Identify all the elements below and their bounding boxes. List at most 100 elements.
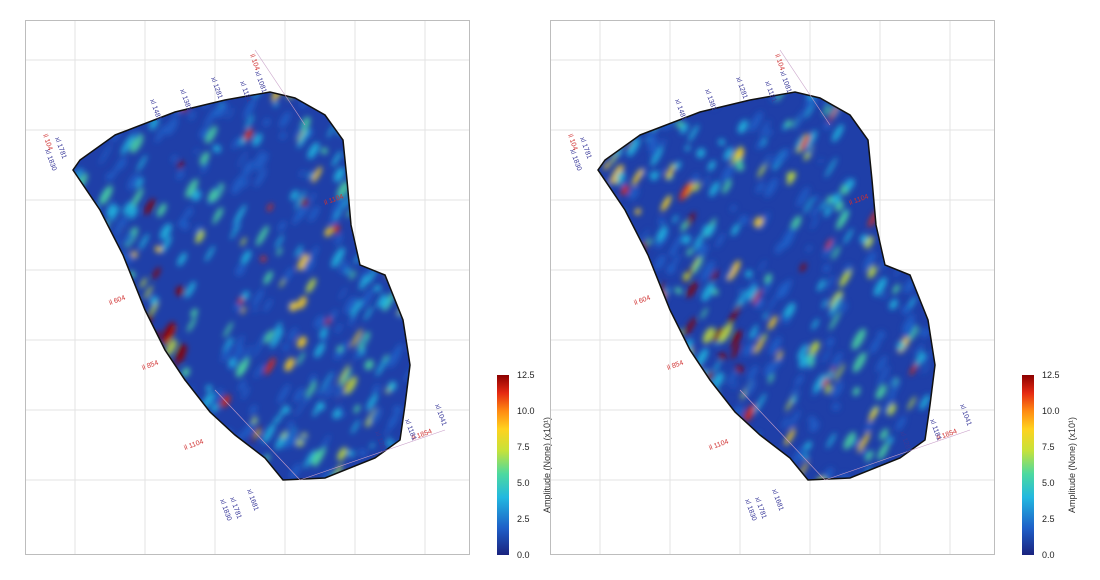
amplitude-patch (663, 95, 670, 104)
amplitude-patch (927, 243, 935, 256)
amplitude-patch (739, 215, 749, 226)
amplitude-patch (764, 460, 778, 480)
amplitude-patch (780, 148, 790, 161)
amplitude-patch (867, 265, 877, 279)
amplitude-patch (306, 381, 317, 398)
amplitude-patch (921, 143, 934, 164)
amplitude-patch (907, 173, 918, 191)
amplitude-patch (154, 412, 162, 420)
amplitude-patch (684, 317, 697, 336)
amplitude-patch (767, 315, 778, 330)
amplitude-patch (878, 128, 885, 137)
colorbar-title: Amplitude (None) (x10¹) (1067, 416, 1077, 514)
amplitude-patch (96, 299, 105, 309)
amplitude-patch (125, 286, 133, 295)
amplitude-patch (616, 171, 626, 182)
amplitude-patch (144, 285, 153, 300)
amplitude-patch (901, 304, 911, 315)
amplitude-patch (796, 136, 805, 149)
amplitude-patch (60, 237, 73, 251)
amplitude-patch (77, 241, 88, 257)
amplitude-patch (350, 328, 363, 348)
amplitude-patch (335, 323, 343, 334)
amplitude-patch (853, 94, 861, 105)
amplitude-patch (604, 110, 611, 119)
colorbar-gradient (497, 375, 509, 555)
amplitude-patch (718, 352, 727, 360)
amplitude-patch (294, 401, 305, 418)
amplitude-patch (205, 125, 218, 144)
amplitude-patch (700, 260, 715, 282)
amplitude-patch (922, 363, 930, 375)
amplitude-patch (762, 278, 773, 295)
amplitude-patch (781, 416, 790, 429)
amplitude-patch (767, 292, 779, 312)
amplitude-patch (908, 297, 916, 309)
amplitude-patch (185, 465, 194, 479)
amplitude-patch (329, 309, 338, 321)
xl-label: xl 1681 (245, 488, 259, 512)
amplitude-patch (731, 380, 738, 390)
amplitude-patch (299, 169, 306, 178)
amplitude-patch (617, 412, 624, 420)
amplitude-patch (879, 428, 889, 441)
amplitude-patch (875, 355, 888, 373)
amplitude-patch (181, 367, 190, 378)
amplitude-patch (627, 235, 636, 248)
amplitude-patch (601, 92, 613, 108)
amplitude-patch (73, 458, 84, 477)
amplitude-patch (688, 124, 699, 142)
amplitude-patch (820, 200, 827, 211)
amplitude-patch (212, 218, 217, 225)
amplitude-patch (233, 345, 244, 360)
amplitude-patch (843, 228, 854, 244)
amplitude-patch (913, 208, 923, 221)
amplitude-patch (825, 238, 833, 250)
amplitude-patch (132, 399, 142, 413)
amplitude-patch (211, 403, 219, 413)
amplitude-patch (226, 107, 234, 120)
amplitude-patch (374, 284, 382, 292)
amplitude-patch (844, 263, 853, 273)
amplitude-patch (646, 238, 653, 246)
amplitude-patch (73, 137, 86, 157)
amplitude-patch (711, 269, 719, 281)
amplitude-patch (633, 350, 641, 358)
amplitude-patch (204, 245, 215, 262)
amplitude-patch (73, 391, 83, 408)
amplitude-patch (914, 142, 928, 164)
amplitude-patch (292, 207, 304, 225)
amplitude-patch (768, 362, 778, 377)
amplitude-patch (649, 430, 658, 442)
amplitude-patch (734, 290, 746, 309)
right-amplitude-map-panel: xl 1081 xl 1181 xl 1281 xl 1381 xl 1481 … (550, 20, 995, 555)
amplitude-patch (718, 322, 733, 344)
amplitude-patch (917, 343, 924, 353)
amplitude-patch (809, 341, 820, 355)
amplitude-patch (313, 97, 323, 107)
amplitude-patch (143, 422, 154, 440)
amplitude-patch (359, 275, 369, 290)
amplitude-patch (764, 177, 778, 198)
amplitude-patch (85, 308, 99, 330)
amplitude-patch (934, 97, 935, 109)
amplitude-patch (651, 293, 662, 310)
amplitude-patch (665, 167, 674, 180)
colorbar-tick: 5.0 (517, 478, 530, 488)
amplitude-patch (97, 412, 105, 420)
amplitude-patch (87, 116, 99, 135)
amplitude-patch (598, 370, 599, 380)
amplitude-patch (114, 216, 128, 237)
amplitude-patch (405, 253, 410, 266)
amplitude-patch (130, 187, 144, 209)
amplitude-patch (106, 97, 112, 105)
amplitude-patch (745, 270, 753, 278)
amplitude-patch (686, 247, 693, 257)
amplitude-patch (263, 118, 271, 127)
amplitude-patch (252, 133, 263, 147)
amplitude-patch (640, 351, 650, 363)
amplitude-patch (255, 429, 261, 438)
amplitude-patch (287, 420, 295, 430)
xl-label: xl 1481 (673, 98, 687, 122)
amplitude-patch (233, 204, 247, 225)
